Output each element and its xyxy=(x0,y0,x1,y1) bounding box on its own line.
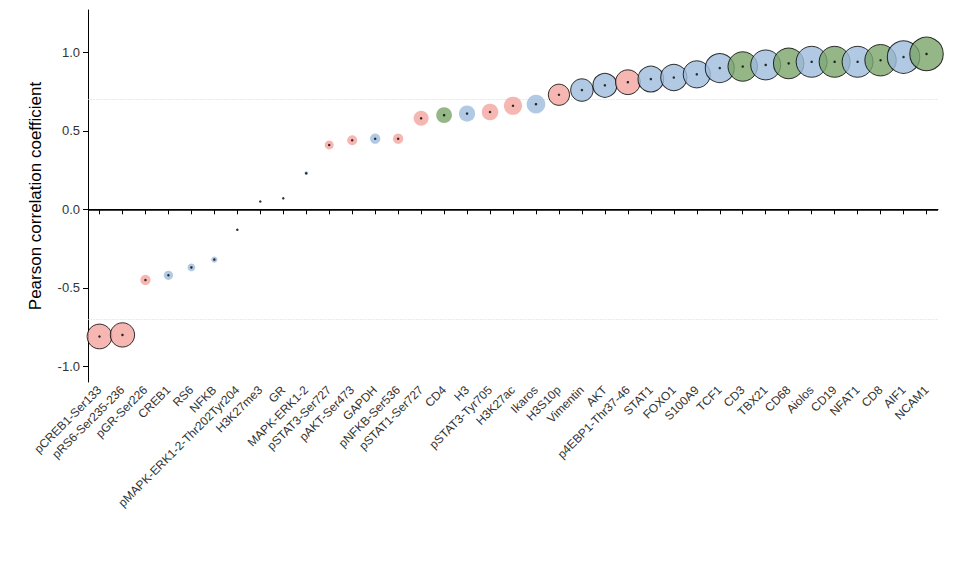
svg-text:0.0: 0.0 xyxy=(62,202,80,217)
svg-text:TCF1: TCF1 xyxy=(694,383,725,414)
svg-text:-0.5: -0.5 xyxy=(58,280,80,295)
svg-text:pAKT-Ser473: pAKT-Ser473 xyxy=(296,383,358,444)
svg-text:p4EBP1-Thr37-46: p4EBP1-Thr37-46 xyxy=(555,383,633,461)
svg-text:CREB1: CREB1 xyxy=(135,383,173,421)
svg-text:1.0: 1.0 xyxy=(62,45,80,60)
svg-text:CD3: CD3 xyxy=(720,383,748,410)
svg-text:pGR-Ser226: pGR-Ser226 xyxy=(92,383,151,441)
svg-text:NFAT1: NFAT1 xyxy=(827,383,863,419)
svg-text:H3K27ac: H3K27ac xyxy=(473,383,518,428)
svg-text:NCAM1: NCAM1 xyxy=(892,383,932,423)
svg-text:FOXO1: FOXO1 xyxy=(640,383,679,422)
svg-text:STAT1: STAT1 xyxy=(620,383,656,419)
svg-text:Vimentin: Vimentin xyxy=(544,383,587,426)
svg-text:pCREB1-Ser133: pCREB1-Ser133 xyxy=(31,383,105,457)
svg-text:CD4: CD4 xyxy=(422,383,449,410)
svg-text:AIF1: AIF1 xyxy=(880,383,909,411)
svg-text:pSTAT3-Ser727: pSTAT3-Ser727 xyxy=(264,383,335,453)
svg-text:AKT: AKT xyxy=(583,383,610,410)
svg-text:pMAPK-ERK1-2-Thr202Tyr204: pMAPK-ERK1-2-Thr202Tyr204 xyxy=(116,383,243,510)
svg-text:-1.0: -1.0 xyxy=(58,359,80,374)
svg-text:CD68: CD68 xyxy=(762,383,794,415)
svg-text:MAPK-ERK1-2: MAPK-ERK1-2 xyxy=(244,383,312,450)
svg-text:Aiolos: Aiolos xyxy=(784,383,817,416)
svg-text:GR: GR xyxy=(265,383,289,406)
svg-text:0.5: 0.5 xyxy=(62,123,80,138)
svg-text:pRS6-Ser235-236: pRS6-Ser235-236 xyxy=(49,383,128,462)
svg-text:pSTAT3-Tyr705: pSTAT3-Tyr705 xyxy=(426,383,495,452)
svg-text:NFKB: NFKB xyxy=(186,383,220,416)
svg-text:pSTAT1-Ser727: pSTAT1-Ser727 xyxy=(356,383,426,453)
svg-text:Pearson correlation coefficien: Pearson correlation coefficient xyxy=(26,82,45,311)
svg-text:H3K27me3: H3K27me3 xyxy=(212,383,266,436)
svg-text:TBX21: TBX21 xyxy=(734,383,771,419)
svg-text:Ikaros: Ikaros xyxy=(507,383,541,416)
svg-text:RS6: RS6 xyxy=(169,383,197,410)
svg-text:H3: H3 xyxy=(451,383,472,404)
svg-text:CD8: CD8 xyxy=(859,383,886,410)
svg-text:CD19: CD19 xyxy=(808,383,840,415)
svg-text:H3S10p: H3S10p xyxy=(523,383,564,424)
svg-text:pNFKB-Ser536: pNFKB-Ser536 xyxy=(335,383,404,451)
svg-text:GAPDH: GAPDH xyxy=(340,383,381,424)
svg-text:S100A9: S100A9 xyxy=(661,383,702,424)
